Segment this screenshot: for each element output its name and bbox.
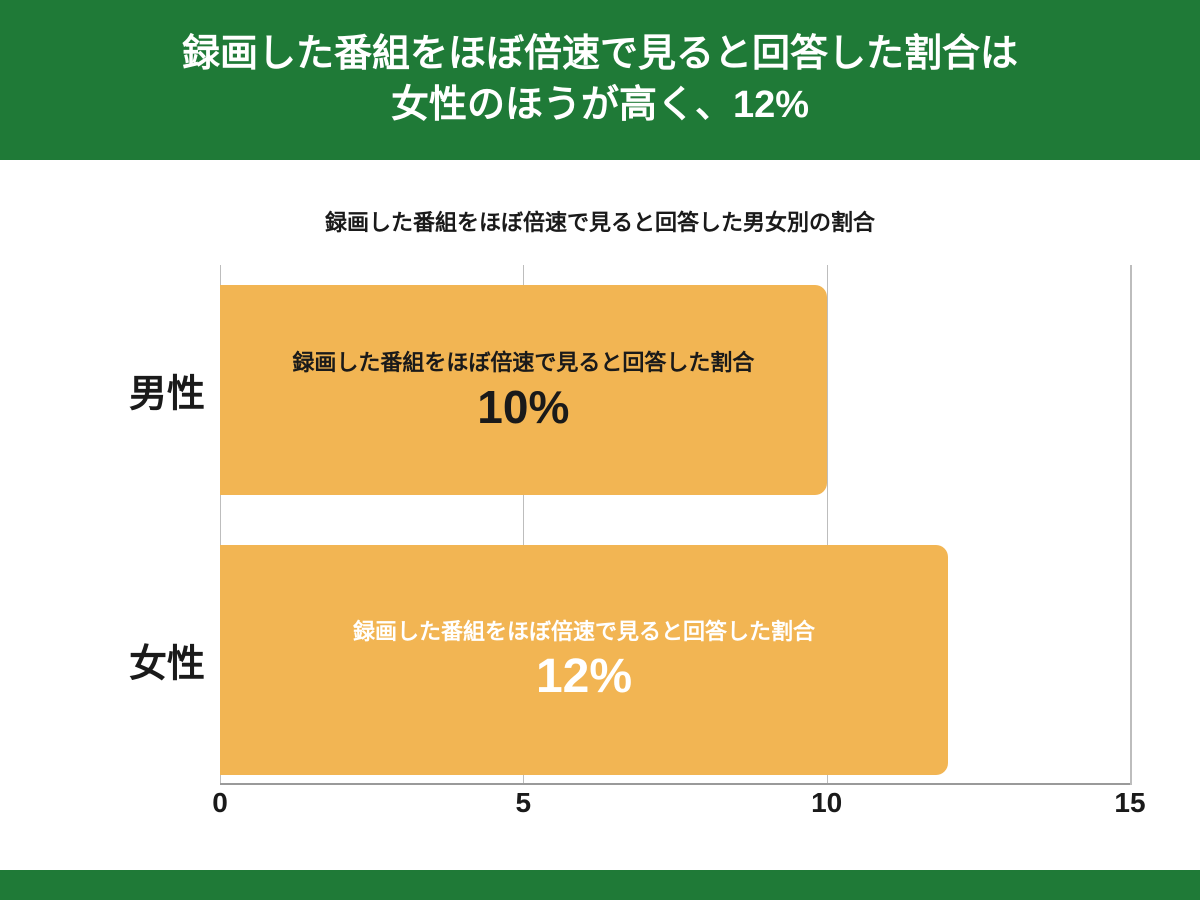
header-title: 録画した番組をほぼ倍速で見ると回答した割合は 女性のほうが高く、12% [182,29,1018,132]
x-tick-label: 15 [1114,787,1145,819]
chart-subtitle: 録画した番組をほぼ倍速で見ると回答した男女別の割合 [0,205,1200,237]
bar-value: 12% [536,652,632,702]
y-category-label: 女性 [55,633,205,688]
x-tick-label: 0 [212,787,228,819]
gridline [1130,265,1132,785]
bar: 録画した番組をほぼ倍速で見ると回答した割合 12% [220,545,948,775]
bar-value: 10% [477,383,569,431]
x-tick-label: 10 [811,787,842,819]
header-line-1: 録画した番組をほぼ倍速で見ると回答した割合は [182,29,1018,80]
header-line-2: 女性のほうが高く、12% [182,80,1018,131]
y-category-label: 男性 [55,363,205,418]
x-axis-labels: 051015 [220,787,1130,827]
bar: 録画した番組をほぼ倍速で見ると回答した割合 10% [220,285,827,495]
bar-label: 録画した番組をほぼ倍速で見ると回答した割合 [292,349,754,378]
plot-area: 録画した番組をほぼ倍速で見ると回答した割合10%録画した番組をほぼ倍速で見ると回… [220,265,1130,785]
y-axis-labels: 男性女性 [55,265,205,785]
x-axis-baseline [220,783,1130,785]
stage: 録画した番組をほぼ倍速で見ると回答した割合は 女性のほうが高く、12% 録画した… [0,0,1200,900]
chart-area: 録画した番組をほぼ倍速で見ると回答した割合10%録画した番組をほぼ倍速で見ると回… [220,265,1130,785]
bar-label: 録画した番組をほぼ倍速で見ると回答した割合 [353,618,815,647]
x-tick-label: 5 [516,787,532,819]
footer-band [0,870,1200,900]
header-band: 録画した番組をほぼ倍速で見ると回答した割合は 女性のほうが高く、12% [0,0,1200,160]
